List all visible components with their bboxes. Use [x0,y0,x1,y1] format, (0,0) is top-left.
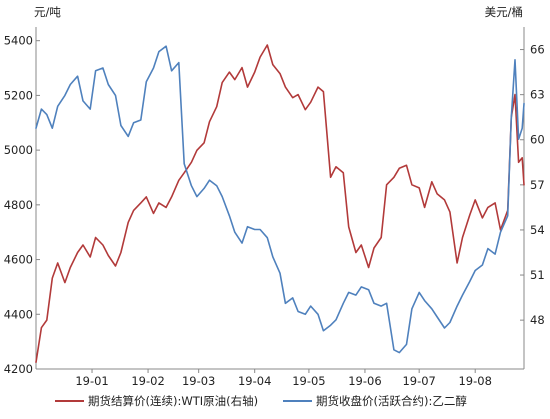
left-axis-unit: 元/吨 [34,5,61,19]
x-tick-label: 19-02 [131,374,164,388]
left-tick-label: 4600 [4,253,33,267]
left-tick-label: 5200 [4,88,33,102]
series-layer [35,44,525,364]
right-axis-ticks: 48 51 54 57 60 63 66 [520,43,545,327]
x-axis-ticks: 19-01 19-02 19-03 19-04 19-05 19-06 19-07 19-08 [75,369,492,388]
left-tick-label: 5000 [4,143,33,157]
right-tick-label: 48 [530,313,545,327]
x-tick-label: 19-03 [182,374,215,388]
series-line-meg [35,45,525,354]
right-tick-label: 66 [530,43,545,57]
left-tick-label: 4800 [4,198,33,212]
right-tick-label: 63 [530,88,545,102]
legend-label-wti: 期货结算价(连续):WTI原油(右轴) [88,394,258,408]
right-tick-label: 57 [530,178,545,192]
right-tick-label: 60 [530,133,545,147]
legend-label-meg: 期货收盘价(活跃合约):乙二醇 [316,394,467,408]
right-tick-label: 54 [530,223,545,237]
legend: 期货结算价(连续):WTI原油(右轴) 期货收盘价(活跃合约):乙二醇 [55,394,467,408]
right-tick-label: 51 [530,268,545,282]
left-tick-label: 4200 [4,362,33,376]
left-tick-label: 5400 [4,34,33,48]
x-tick-label: 19-06 [348,374,381,388]
left-axis-ticks: 4200 4400 4600 4800 5000 5200 5400 [4,34,40,376]
right-axis-unit: 美元/桶 [485,5,523,19]
x-tick-label: 19-05 [292,374,325,388]
x-tick-label: 19-07 [402,374,435,388]
x-tick-label: 19-04 [238,374,271,388]
x-tick-label: 19-01 [75,374,108,388]
left-tick-label: 4400 [4,307,33,321]
series-line-wti [35,44,525,364]
x-tick-label: 19-08 [458,374,491,388]
